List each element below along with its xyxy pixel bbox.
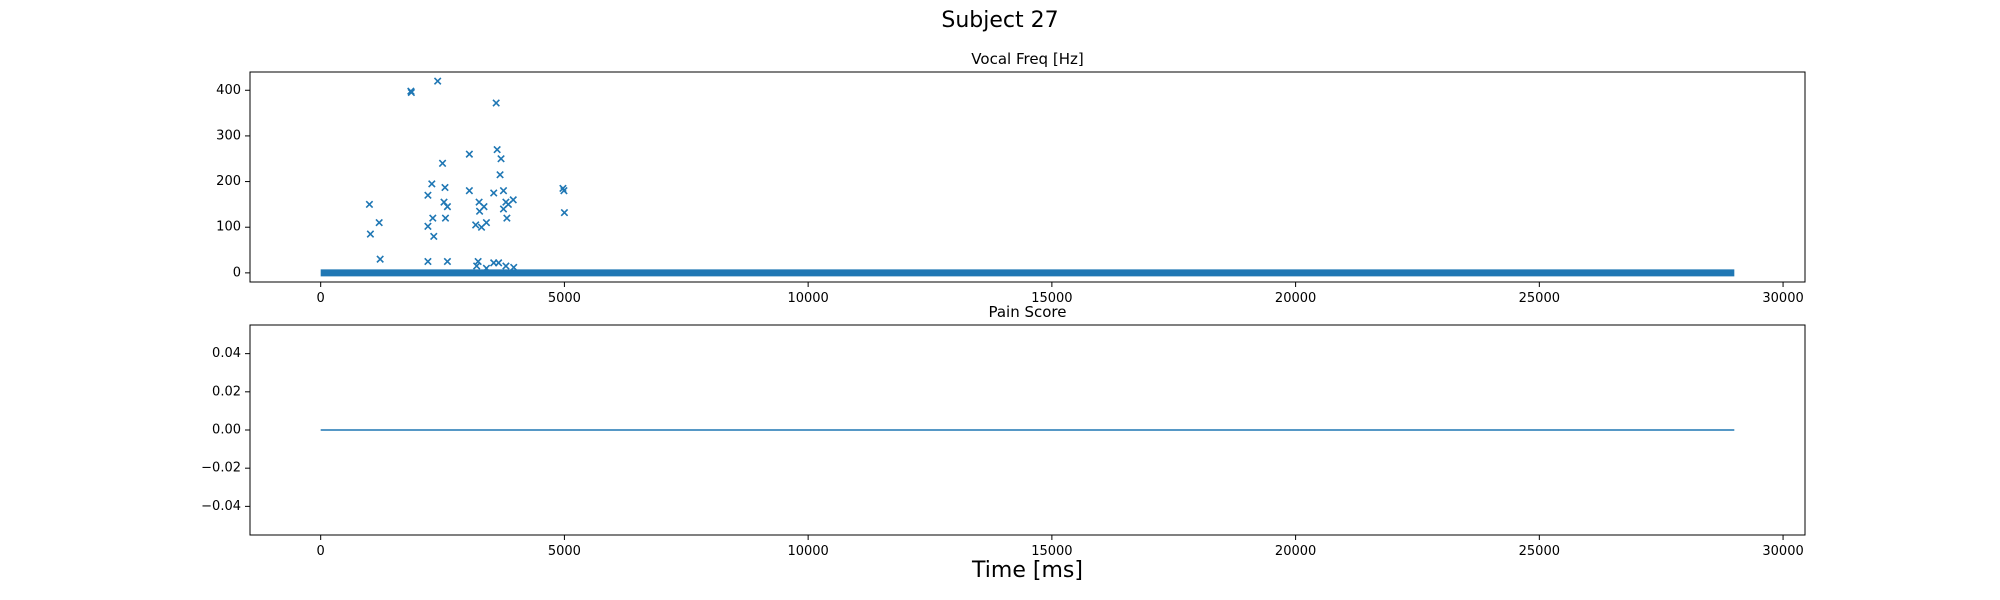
subplot-title: Vocal Freq [Hz] [971,50,1083,68]
data-point [441,183,449,192]
y-tick-label: 400 [216,83,241,98]
data-point [440,198,448,206]
data-point [376,255,384,263]
y-tick-label: 0.02 [212,384,241,399]
data-point [438,159,447,168]
data-point [503,214,511,222]
x-tick-label: 30000 [1762,544,1803,559]
data-point [560,186,568,195]
subplot-1 [245,71,1806,287]
data-point [430,232,438,241]
data-point [482,218,491,227]
y-tick-label: 200 [216,174,241,189]
data-point [482,264,491,273]
data-point [465,186,474,195]
data-point [375,218,383,227]
data-point [429,214,437,222]
y-tick-label: −0.04 [201,499,241,514]
data-point [502,262,510,270]
x-tick-label: 0 [317,544,325,559]
data-point [499,186,508,195]
x-tick-label: 20000 [1275,291,1316,306]
y-tick-label: 0.00 [212,423,241,438]
data-point [509,196,517,204]
y-tick-label: 0 [233,265,241,280]
axes-frame [249,71,1806,283]
data-point [366,230,375,238]
data-point [560,208,569,217]
data-point [424,222,432,231]
data-point [492,99,500,107]
x-tick-label: 25000 [1519,291,1560,306]
data-point [433,77,442,85]
data-point [474,257,482,266]
x-tick-label: 5000 [548,544,581,559]
data-point [365,200,374,209]
data-point [496,170,504,179]
y-tick-label: −0.02 [201,461,241,476]
x-tick-label: 15000 [1031,291,1072,306]
y-tick-label: 0.04 [212,346,241,361]
data-point [424,191,432,200]
data-point [441,214,450,222]
x-tick-label: 10000 [787,291,828,306]
data-point [480,202,488,211]
figure-title: Subject 27 [941,8,1059,33]
subplot-title: Pain Score [988,303,1066,321]
data-point [497,154,505,163]
x-tick-label: 5000 [548,291,581,306]
data-point [494,259,503,267]
data-point [443,202,452,211]
data-point [493,145,501,154]
data-point [443,257,452,266]
x-tick-label: 15000 [1031,544,1072,559]
data-point [472,262,481,270]
y-tick-label: 300 [216,128,241,143]
data-point [509,263,518,272]
data-point [424,257,432,266]
y-tick-label: 100 [216,220,241,235]
data-point [489,189,498,197]
subplot-2 [245,324,1806,540]
x-tick-label: 20000 [1275,544,1316,559]
data-point [465,150,474,158]
x-tick-label: 25000 [1519,544,1560,559]
x-tick-label: 0 [317,291,325,306]
x-tick-label: 30000 [1762,291,1803,306]
x-axis-label: Time [ms] [972,558,1083,583]
data-point [428,180,436,188]
x-tick-label: 10000 [787,544,828,559]
data-point [407,88,416,97]
data-point [471,221,480,229]
